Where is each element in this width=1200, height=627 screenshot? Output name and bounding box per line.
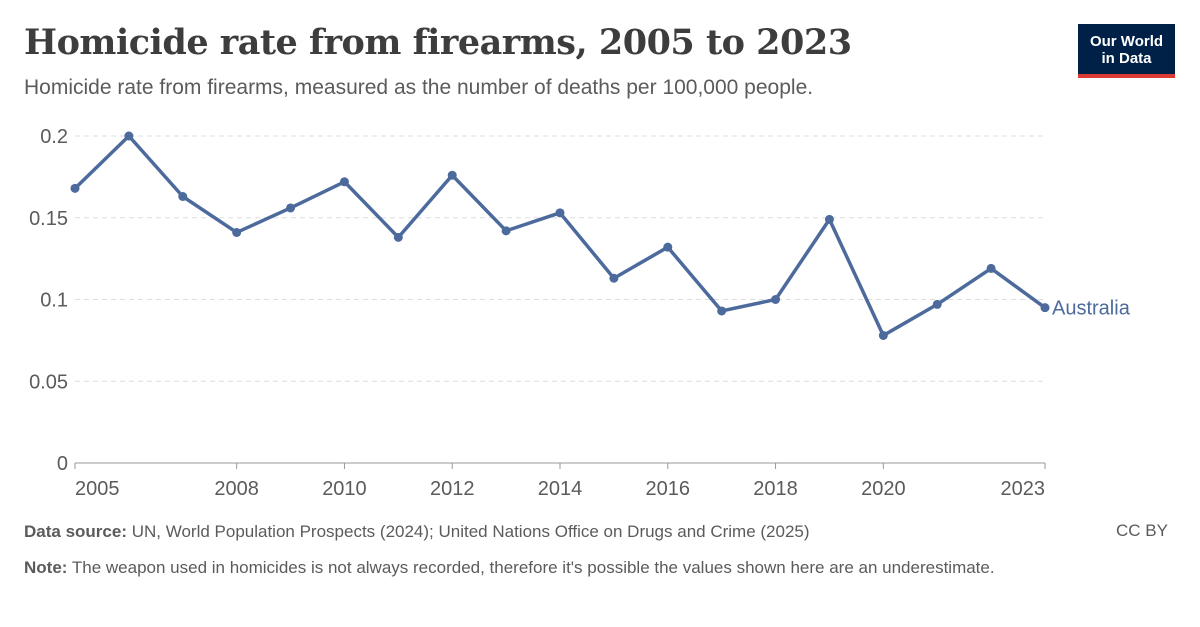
note-label: Note: bbox=[24, 558, 68, 577]
logo-line-1: Our World bbox=[1089, 33, 1164, 50]
x-tick-label: 2018 bbox=[753, 478, 798, 500]
data-point bbox=[70, 183, 80, 193]
data-point bbox=[824, 214, 834, 224]
data-point bbox=[717, 306, 727, 316]
license-link[interactable]: CC BY bbox=[1116, 521, 1168, 540]
y-tick-label: 0.15 bbox=[29, 208, 68, 230]
data-point bbox=[286, 203, 296, 213]
x-tick-label: 2023 bbox=[1001, 478, 1046, 500]
data-point bbox=[609, 273, 619, 283]
x-tick-label: 2020 bbox=[861, 478, 906, 500]
data-source: Data source: UN, World Population Prospe… bbox=[24, 521, 810, 543]
data-point bbox=[178, 191, 188, 201]
x-tick-label: 2012 bbox=[430, 478, 475, 500]
chart-title: Homicide rate from firearms, 2005 to 202… bbox=[24, 22, 852, 63]
data-point bbox=[447, 170, 457, 180]
data-point bbox=[124, 131, 134, 141]
note-text: The weapon used in homicides is not alwa… bbox=[71, 558, 995, 577]
x-tick-label: 2008 bbox=[214, 478, 259, 500]
owid-logo[interactable]: Our World in Data bbox=[1078, 24, 1175, 78]
data-point bbox=[663, 242, 673, 252]
series-label-australia: Australia bbox=[1052, 298, 1131, 320]
series-line-australia bbox=[73, 134, 1047, 338]
data-point bbox=[501, 226, 511, 236]
x-tick-label: 2016 bbox=[646, 478, 691, 500]
y-tick-label: 0.2 bbox=[40, 126, 68, 148]
data-source-text: UN, World Population Prospects (2024); U… bbox=[131, 522, 810, 541]
data-point bbox=[232, 227, 242, 237]
x-tick-label: 2014 bbox=[538, 478, 583, 500]
data-source-label: Data source: bbox=[24, 522, 127, 541]
logo-line-2: in Data bbox=[1101, 50, 1152, 67]
data-point bbox=[986, 263, 996, 273]
data-point bbox=[1040, 303, 1050, 313]
x-tick-label: 2010 bbox=[322, 478, 367, 500]
data-point bbox=[771, 295, 781, 304]
y-tick-label: 0 bbox=[57, 453, 68, 475]
data-point bbox=[555, 208, 565, 218]
chart-subtitle: Homicide rate from firearms, measured as… bbox=[24, 76, 814, 99]
data-point bbox=[393, 232, 403, 242]
data-point bbox=[878, 330, 888, 340]
data-point bbox=[339, 177, 349, 187]
y-tick-label: 0.1 bbox=[40, 290, 68, 312]
y-tick-label: 0.05 bbox=[29, 371, 68, 393]
chart-note: Note: The weapon used in homicides is no… bbox=[24, 557, 1084, 579]
x-tick-label: 2005 bbox=[75, 478, 120, 500]
data-point bbox=[932, 299, 942, 309]
